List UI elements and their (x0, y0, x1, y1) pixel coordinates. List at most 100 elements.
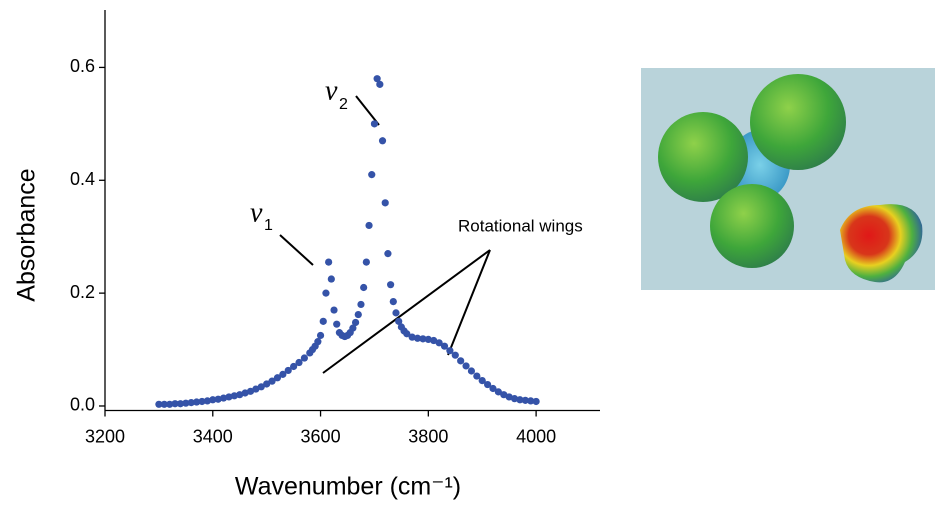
data-point (268, 377, 276, 385)
data-point (316, 331, 325, 340)
data-point (378, 137, 387, 145)
data-point (314, 338, 322, 346)
data-point (214, 395, 222, 403)
annotation-symbol: ν (325, 75, 338, 106)
data-point (362, 258, 370, 266)
data-point (419, 335, 427, 343)
data-point (403, 330, 411, 338)
data-point (457, 357, 465, 365)
annotation-nu2: ν 2 (325, 75, 380, 126)
data-point (319, 317, 327, 325)
data-point (279, 370, 287, 378)
data-point (193, 398, 201, 406)
data-point (160, 400, 168, 408)
data-point (203, 397, 211, 405)
data-point (187, 399, 195, 407)
data-point (327, 275, 335, 283)
x-tick-label: 4000 (516, 426, 556, 446)
x-tick-label: 3400 (193, 426, 233, 446)
data-point (365, 221, 373, 230)
data-point (451, 351, 459, 359)
data-point (395, 317, 403, 325)
data-point (424, 335, 432, 344)
y-tick-label: 0.4 (70, 169, 95, 189)
data-point (176, 400, 185, 408)
data-point (263, 380, 271, 388)
molecule-image (641, 68, 935, 290)
data-point (300, 354, 308, 362)
data-point (349, 324, 357, 332)
data-point (387, 281, 395, 289)
data-point (430, 336, 438, 345)
data-point (351, 318, 360, 327)
annotation-text: Rotational wings (458, 216, 583, 235)
data-point (392, 309, 400, 317)
data-point (330, 306, 338, 314)
data-point (473, 372, 481, 380)
x-tick-label: 3800 (408, 426, 448, 446)
data-point (467, 367, 476, 375)
data-point (198, 397, 206, 406)
annotation-wings: Rotational wings (322, 216, 583, 374)
data-point (381, 199, 389, 207)
y-tick-label: 0.0 (70, 395, 95, 415)
data-point (494, 388, 502, 396)
data-point (322, 289, 330, 297)
data-point (489, 384, 497, 393)
data-point (446, 347, 454, 355)
data-point (333, 320, 341, 328)
leader-line (355, 95, 380, 126)
data-point (521, 396, 529, 404)
data-point (532, 397, 540, 406)
data-point (500, 391, 508, 399)
annotation-symbol: ν (250, 197, 263, 228)
data-point (284, 366, 292, 375)
data-point (389, 297, 397, 306)
data-point (408, 333, 416, 341)
y-tick-label: 0.6 (70, 56, 95, 76)
data-point (290, 362, 298, 371)
data-point (166, 400, 174, 408)
data-point (370, 120, 379, 128)
data-point (257, 383, 265, 391)
leader-line (279, 234, 314, 266)
data-point (373, 75, 381, 83)
data-point (155, 400, 163, 408)
x-tick-label: 3600 (301, 426, 341, 446)
data-point (527, 397, 535, 405)
data-point (354, 310, 362, 319)
data-point (219, 394, 228, 402)
data-point (325, 258, 333, 266)
data-point (225, 393, 233, 401)
data-point (182, 399, 190, 407)
leader-line (447, 249, 491, 356)
data-point (171, 400, 179, 408)
data-point (516, 396, 524, 404)
data-point (440, 342, 449, 350)
data-point (384, 250, 392, 258)
x-axis-title: Wavenumber (cm⁻¹) (235, 473, 461, 501)
data-point (360, 283, 368, 292)
data-point (246, 387, 255, 395)
data-point (209, 396, 217, 404)
annotation-subscript: 1 (264, 217, 273, 234)
data-point (510, 395, 519, 403)
annotation-nu1: ν 1 (250, 197, 314, 266)
data-point (413, 334, 422, 342)
data-point (462, 362, 470, 370)
data-point (230, 392, 238, 400)
leader-line (322, 249, 491, 374)
data-point (484, 380, 492, 389)
data-point (357, 300, 365, 309)
data-point (252, 385, 260, 393)
data-point (295, 358, 303, 367)
y-axis-title: Absorbance (13, 168, 41, 301)
data-point (368, 171, 376, 179)
annotation-subscript: 2 (339, 96, 348, 113)
data-point (273, 374, 282, 382)
y-tick-label: 0.2 (70, 282, 95, 302)
data-point (376, 80, 384, 88)
x-tick-label: 3200 (85, 426, 125, 446)
data-point (435, 339, 443, 347)
